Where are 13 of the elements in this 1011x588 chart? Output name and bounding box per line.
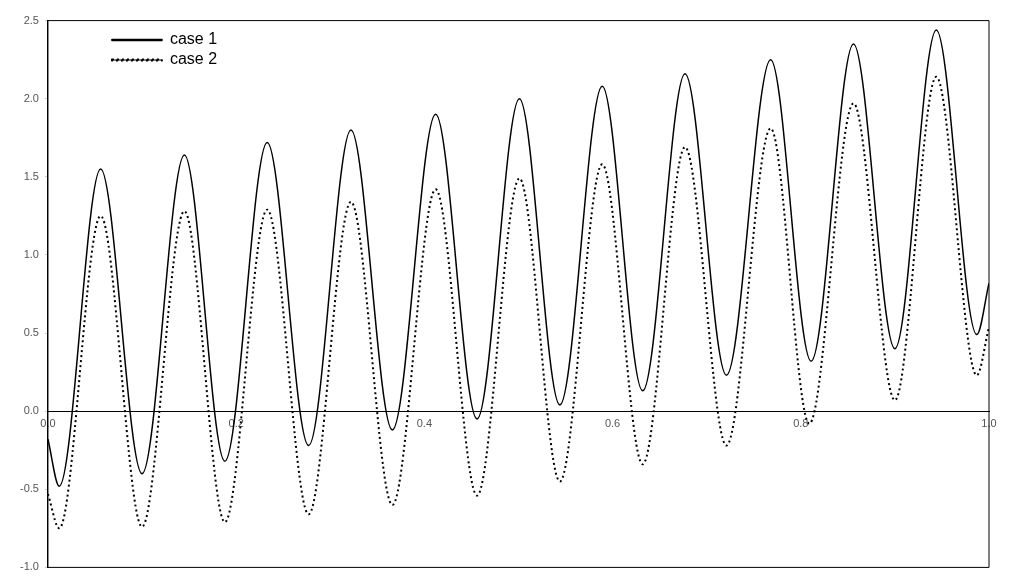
y-tick-label: 1.0 xyxy=(23,247,39,260)
y-tick-label: 1.5 xyxy=(23,169,39,182)
y-tick-label: -0.5 xyxy=(19,482,39,495)
y-tick-label: 0.5 xyxy=(23,326,39,339)
legend-label: case 2 xyxy=(169,50,218,68)
x-tick-label: 0.6 xyxy=(604,416,621,429)
x-tick-label: 0.8 xyxy=(793,416,809,429)
y-tick-label: 2.0 xyxy=(23,91,39,104)
y-tick-label: -1.0 xyxy=(19,560,39,573)
y-tick-label: 2.5 xyxy=(23,13,39,26)
x-tick-label: 0.4 xyxy=(416,416,433,429)
y-tick-label: 0.0 xyxy=(23,404,39,417)
legend-label: case 1 xyxy=(169,30,218,48)
